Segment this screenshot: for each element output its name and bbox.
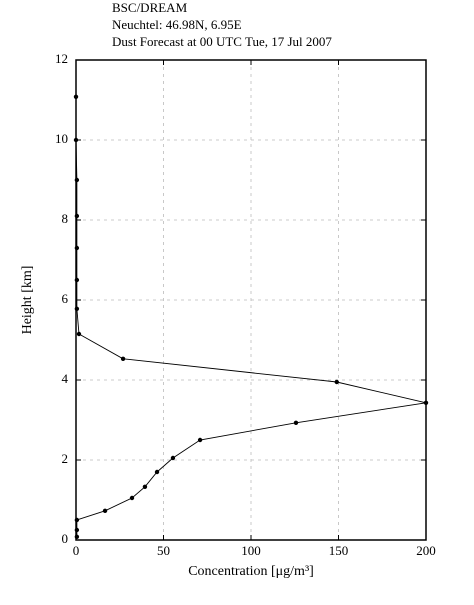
data-point <box>74 213 80 219</box>
y-tick-label: 2 <box>62 451 69 466</box>
plot-frame <box>75 59 427 541</box>
data-point <box>74 517 80 523</box>
title-line: BSC/DREAM <box>112 0 188 15</box>
y-tick-label: 4 <box>62 371 69 386</box>
data-point <box>74 306 80 311</box>
data-point <box>120 356 126 361</box>
data-point <box>154 469 160 475</box>
data-point <box>76 331 82 337</box>
data-point <box>74 534 80 539</box>
title-line: Neuchtel: 46.98N, 6.95E <box>112 17 242 32</box>
x-tick-label: 50 <box>157 543 170 558</box>
y-tick-label: 12 <box>55 51 68 66</box>
x-tick-label: 100 <box>241 543 261 558</box>
y-tick-label: 0 <box>62 531 69 546</box>
y-axis-label: Height [km] <box>20 266 35 335</box>
x-axis-label: Concentration [μg/m³] <box>188 564 314 579</box>
y-tick-label: 6 <box>62 291 69 306</box>
data-point <box>102 508 108 513</box>
data-point <box>73 137 79 143</box>
data-point <box>74 527 80 533</box>
data-point <box>170 455 176 461</box>
data-point <box>293 420 299 425</box>
y-tick-label: 10 <box>55 131 68 146</box>
x-tick-label: 150 <box>329 543 349 558</box>
x-tick-label: 0 <box>73 543 80 558</box>
data-point <box>129 495 135 501</box>
data-point <box>334 379 339 385</box>
data-point <box>74 245 80 251</box>
data-point <box>423 400 429 405</box>
data-point <box>74 177 80 183</box>
data-point <box>74 277 80 283</box>
profile-line <box>75 96 427 537</box>
data-point <box>197 437 203 443</box>
x-tick-label: 200 <box>416 543 436 558</box>
title-line: Dust Forecast at 00 UTC Tue, 17 Jul 2007 <box>112 34 332 49</box>
data-point <box>73 94 79 100</box>
data-point <box>142 484 148 489</box>
y-tick-label: 8 <box>62 211 69 226</box>
